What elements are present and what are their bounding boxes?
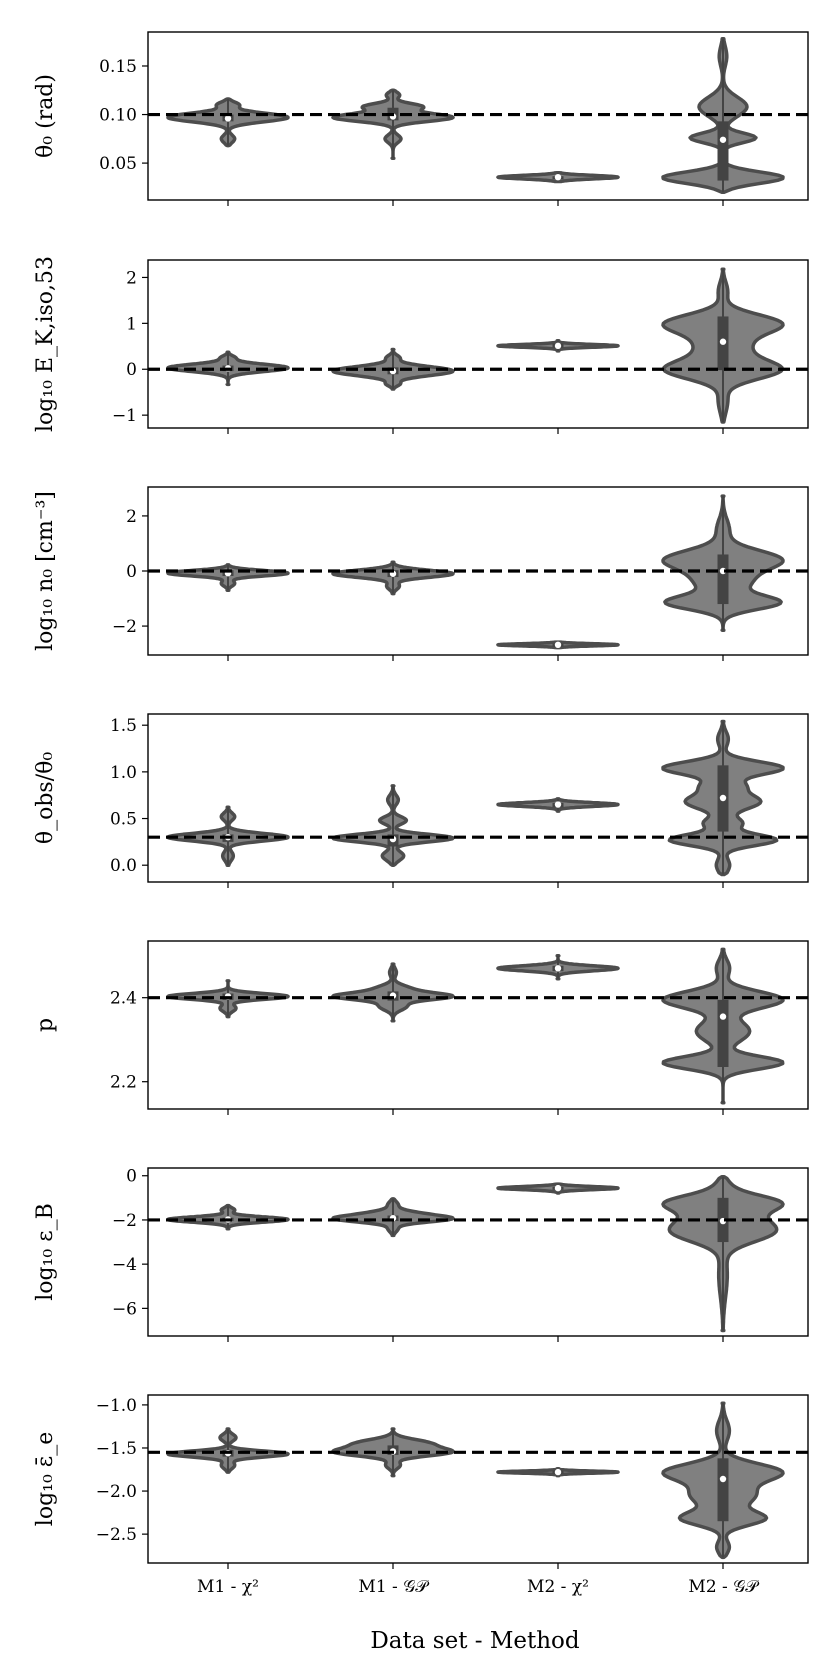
panel-frame (147, 1167, 809, 1337)
y-axis-label: log₁₀ E_K,iso,53 (33, 256, 58, 432)
y-tick-label: 0.05 (99, 154, 137, 174)
y-axis-label: log₁₀ n₀ [cm⁻³] (33, 491, 58, 651)
y-tick-label: 1 (126, 314, 137, 334)
violin-median-point (554, 1468, 562, 1476)
y-tick-label: 0.10 (99, 106, 137, 126)
panel-theta0: 0.05 0.10 0.15 θ₀ (rad) (33, 31, 809, 206)
y-tick-label: 1.0 (110, 763, 137, 783)
violin-median-point (554, 173, 562, 181)
y-tick-label: −4 (112, 1255, 137, 1275)
panel-frame (147, 940, 809, 1110)
violin-iqr-box (717, 121, 729, 181)
panel-logE: −1 0 1 2 log₁₀ E_K,iso,53 (33, 256, 809, 434)
violin-median-point (554, 1184, 562, 1192)
y-tick-label: 2.2 (110, 1073, 137, 1093)
violin-median-point (719, 794, 727, 802)
y-tick-label: 0.5 (110, 810, 137, 830)
violin-iqr-box (717, 1458, 729, 1522)
y-axis-label: log₁₀ ε̄_e (33, 1432, 58, 1526)
y-tick-label: −1.5 (96, 1439, 137, 1459)
y-tick-label: 0.0 (110, 856, 137, 876)
panel-frame (147, 713, 809, 883)
x-tick-label: M1 - 𝒢𝒫 (358, 1577, 429, 1597)
violin-iqr-box (717, 554, 729, 605)
panel-logee: −2.5 −2.0 −1.5 −1.0 log₁₀ ε̄_e (33, 1394, 809, 1569)
panel-frame (147, 486, 809, 656)
y-tick-label: 2 (126, 507, 137, 527)
x-tick-label: M2 - χ² (527, 1577, 589, 1597)
violin-median-point (719, 1013, 727, 1020)
panel-logn0: −2 0 2 log₁₀ n₀ [cm⁻³] (33, 486, 809, 661)
x-axis-label: Data set - Method (370, 1628, 580, 1654)
x-category-labels: M1 - χ² M1 - 𝒢𝒫 M2 - χ² M2 - 𝒢𝒫 (197, 1577, 759, 1597)
x-tick-label: M2 - 𝒢𝒫 (688, 1577, 759, 1597)
x-tick-label: M1 - χ² (197, 1577, 259, 1597)
y-tick-label: −6 (112, 1299, 137, 1319)
y-tick-label: −2.0 (96, 1482, 137, 1502)
y-tick-label: −2 (112, 617, 137, 637)
y-axis-label: θ_obs/θ₀ (33, 752, 58, 845)
violin-median-point (719, 1475, 727, 1483)
violin-median-point (554, 641, 562, 649)
panel-frame (147, 259, 809, 429)
y-tick-label: −1 (112, 406, 137, 426)
y-axis-label: θ₀ (rad) (33, 74, 58, 158)
y-tick-label: 0 (126, 562, 137, 582)
violin-median-point (224, 115, 232, 122)
y-tick-label: 0 (126, 360, 137, 380)
y-tick-label: −1.0 (96, 1396, 137, 1416)
violin-median-point (554, 342, 562, 350)
y-tick-label: 0.15 (99, 57, 137, 77)
y-tick-label: −2.5 (96, 1525, 137, 1545)
y-axis-label: p (33, 1018, 58, 1032)
panel-frame (147, 31, 809, 201)
violin-median-point (554, 801, 562, 808)
panel-frame (147, 1394, 809, 1564)
y-tick-label: 0 (126, 1167, 137, 1187)
panel-thetaobs: 0.0 0.5 1.0 1.5 θ_obs/θ₀ (33, 713, 809, 888)
y-tick-label: −2 (112, 1211, 137, 1231)
violin-median-point (554, 965, 562, 972)
violin-iqr-box (717, 999, 729, 1067)
panel-p: 2.2 2.4 p (33, 940, 809, 1115)
y-tick-label: 2.4 (110, 989, 137, 1009)
panels-group: M1 - χ² M1 - 𝒢𝒫 M2 - χ² M2 - 𝒢𝒫 0.05 0.10 0.15… (33, 31, 809, 1597)
violin-median-point (719, 338, 727, 345)
y-tick-label: 1.5 (110, 716, 137, 736)
y-axis-label: log₁₀ ε_B (33, 1203, 58, 1301)
violin-median-point (719, 136, 727, 143)
panel-logeB: −6 −4 −2 0 log₁₀ ε_B (33, 1167, 809, 1342)
y-tick-label: 2 (126, 268, 137, 288)
